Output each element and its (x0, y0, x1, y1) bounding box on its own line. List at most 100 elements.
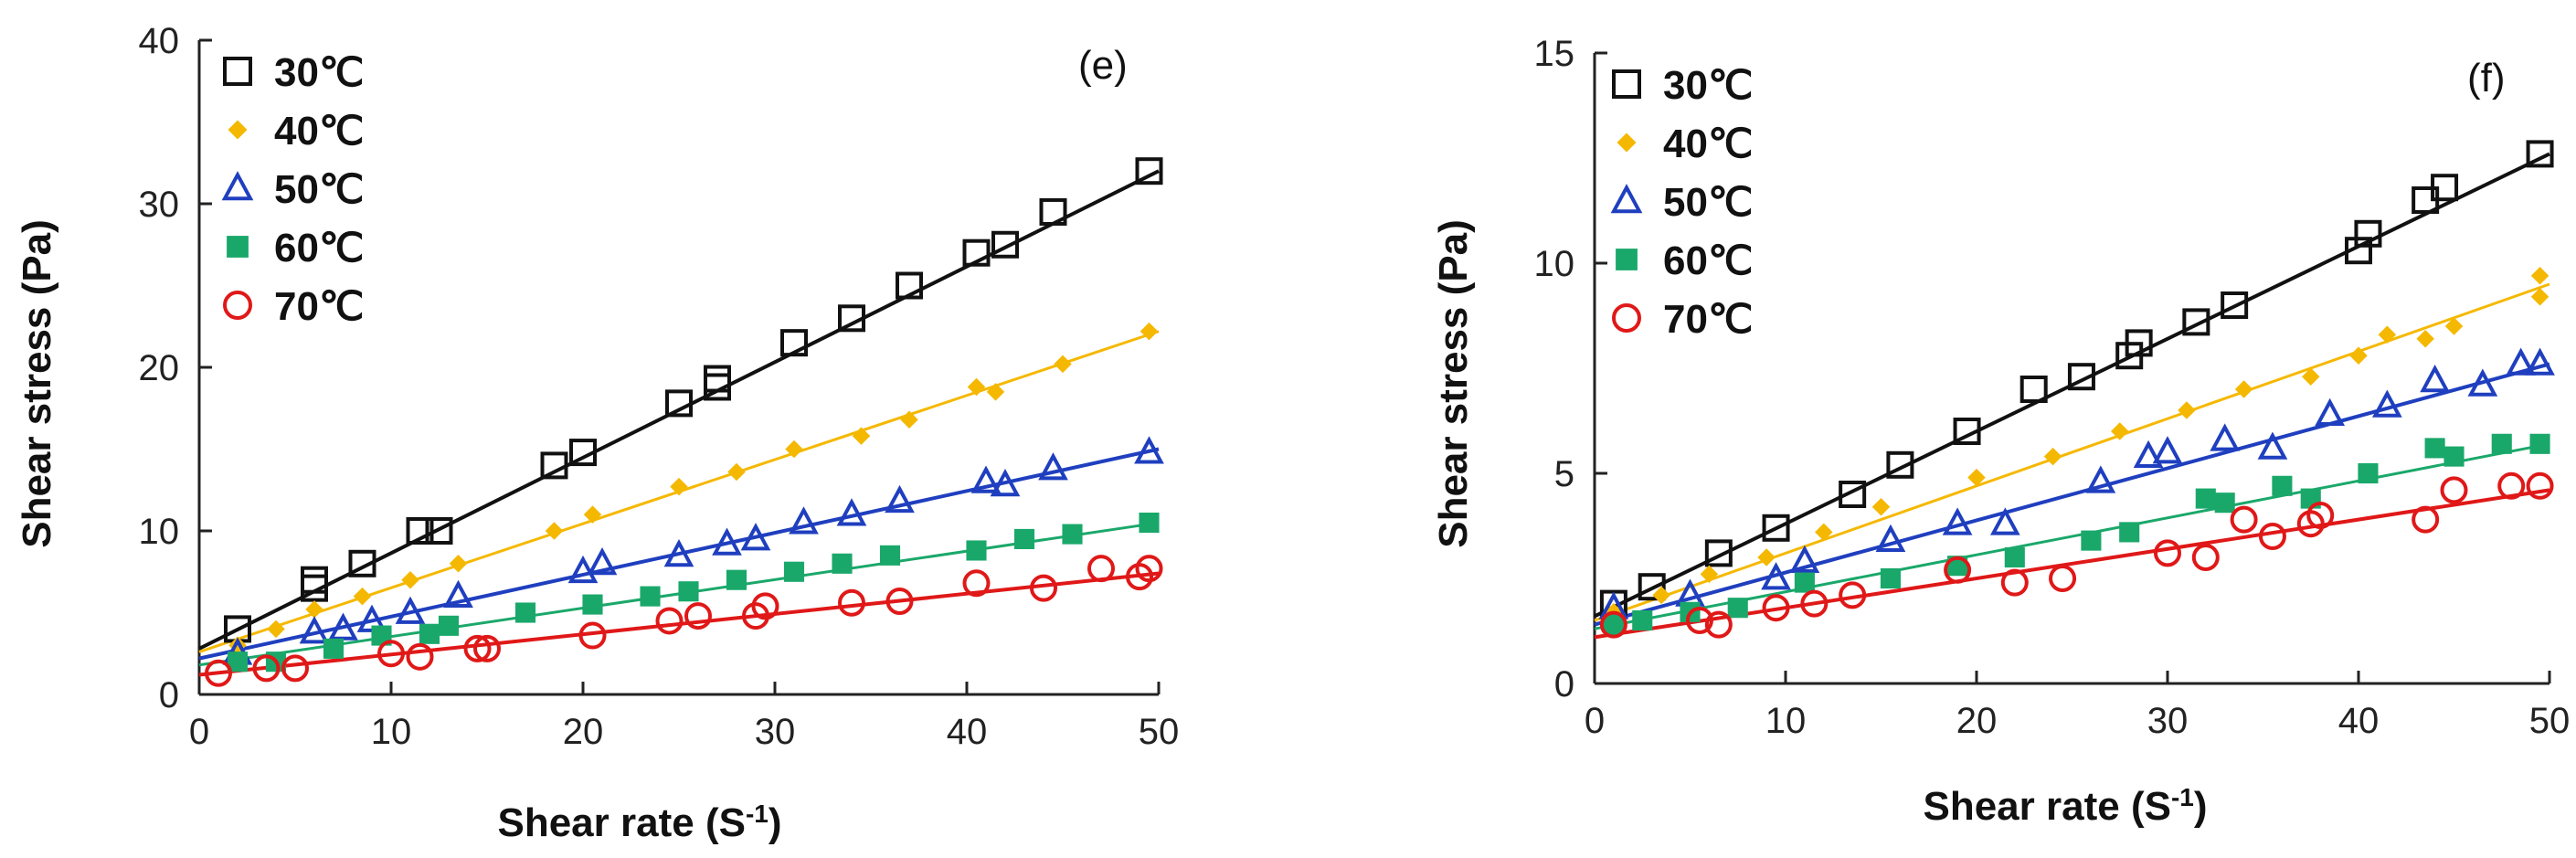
data-point (2530, 288, 2549, 306)
fit-lines-group (1594, 152, 2550, 640)
data-point (1880, 567, 1901, 589)
data-point (727, 462, 746, 482)
data-point (2272, 475, 2293, 496)
axes-group (197, 38, 1161, 696)
data-point (545, 522, 564, 540)
data-point (2000, 568, 2029, 597)
data-point (2530, 267, 2549, 285)
data-point (2214, 493, 2235, 514)
x-tick-label: 50 (2529, 701, 2571, 741)
data-point (2004, 546, 2025, 568)
data-point (1599, 610, 1627, 639)
data-point (1839, 481, 1867, 508)
data-point (328, 612, 358, 641)
legend-label: 40℃ (1663, 122, 1753, 166)
x-axis-label-sup: -1 (2171, 783, 2194, 811)
data-point (2221, 291, 2249, 319)
data-point (1087, 555, 1115, 583)
data-point (1886, 450, 1914, 479)
data-point (655, 607, 684, 635)
data-point (582, 594, 603, 615)
data-point (2258, 523, 2286, 550)
data-point (1652, 586, 1670, 605)
data-point (2526, 471, 2554, 500)
data-point (962, 569, 991, 598)
data-point (1685, 607, 1713, 634)
data-point (986, 383, 1005, 401)
data-point (2234, 380, 2253, 398)
data-point (670, 477, 688, 496)
data-point (663, 538, 694, 567)
data-point (443, 579, 473, 608)
x-tick-label: 30 (2147, 701, 2189, 741)
data-point (587, 546, 618, 576)
data-point (1761, 562, 1791, 590)
data-point (323, 638, 345, 659)
data-point (1967, 468, 1986, 487)
data-point (401, 570, 419, 589)
legend-label: 70℃ (1663, 297, 1753, 342)
data-point (2230, 505, 2258, 534)
data-point (665, 389, 693, 418)
data-point (2043, 447, 2062, 466)
data-point (2154, 539, 2181, 567)
legend-marker (1612, 69, 1641, 99)
data-point (1638, 573, 1666, 601)
x-axis-label-close: ) (769, 800, 782, 845)
data-point (1757, 548, 1776, 567)
data-point (966, 540, 987, 561)
data-point (2302, 367, 2320, 386)
data-point (2178, 401, 2196, 419)
data-point (2182, 308, 2210, 336)
data-point (1038, 452, 1068, 481)
data-point (2067, 363, 2095, 391)
data-point (1039, 197, 1067, 226)
data-point (780, 329, 808, 357)
data-point (2497, 471, 2526, 500)
data-point (751, 592, 779, 620)
data-point (406, 517, 434, 545)
legend-label: 70℃ (274, 284, 364, 329)
y-tick-label: 10 (139, 512, 180, 552)
data-point (353, 587, 372, 606)
y-tick-label: 20 (139, 348, 180, 388)
y-tick-label: 0 (159, 675, 179, 715)
data-point (962, 238, 991, 267)
markers-group (1598, 140, 2555, 639)
data-point (2420, 364, 2450, 393)
data-point (425, 517, 453, 545)
data-point (1030, 574, 1057, 602)
data-point (583, 505, 602, 524)
data-point (1140, 322, 1159, 341)
data-point (473, 634, 501, 662)
data-point (852, 427, 871, 445)
data-point (2315, 397, 2346, 426)
data-point (514, 602, 536, 623)
data-point (2467, 368, 2498, 397)
y-tick-label: 0 (1554, 664, 1574, 704)
data-point (2111, 422, 2129, 440)
data-point (1944, 556, 1972, 584)
data-point (684, 602, 712, 630)
data-point (1632, 609, 1653, 631)
axes-group (1593, 51, 2551, 685)
data-point (712, 527, 742, 556)
data-point (1704, 539, 1733, 567)
data-point (419, 623, 440, 644)
data-point (783, 561, 805, 582)
x-tick-label: 20 (563, 712, 604, 752)
data-point (2371, 389, 2402, 418)
x-tick-label: 40 (2338, 701, 2380, 741)
legend-label: 40℃ (274, 109, 364, 154)
data-point (2431, 174, 2459, 202)
data-point (967, 377, 986, 397)
legend: 30℃ 40℃ 50℃ 60℃ 70℃ (1610, 63, 1753, 342)
data-point (1875, 524, 1906, 552)
data-point (567, 555, 599, 584)
x-axis-label-main: Shear rate (S (497, 800, 745, 845)
data-point (789, 506, 819, 535)
x-axis-label-sup: -1 (746, 800, 769, 828)
data-point (2378, 325, 2397, 344)
fit-line (1594, 488, 2550, 640)
y-tick-label: 40 (139, 21, 180, 61)
